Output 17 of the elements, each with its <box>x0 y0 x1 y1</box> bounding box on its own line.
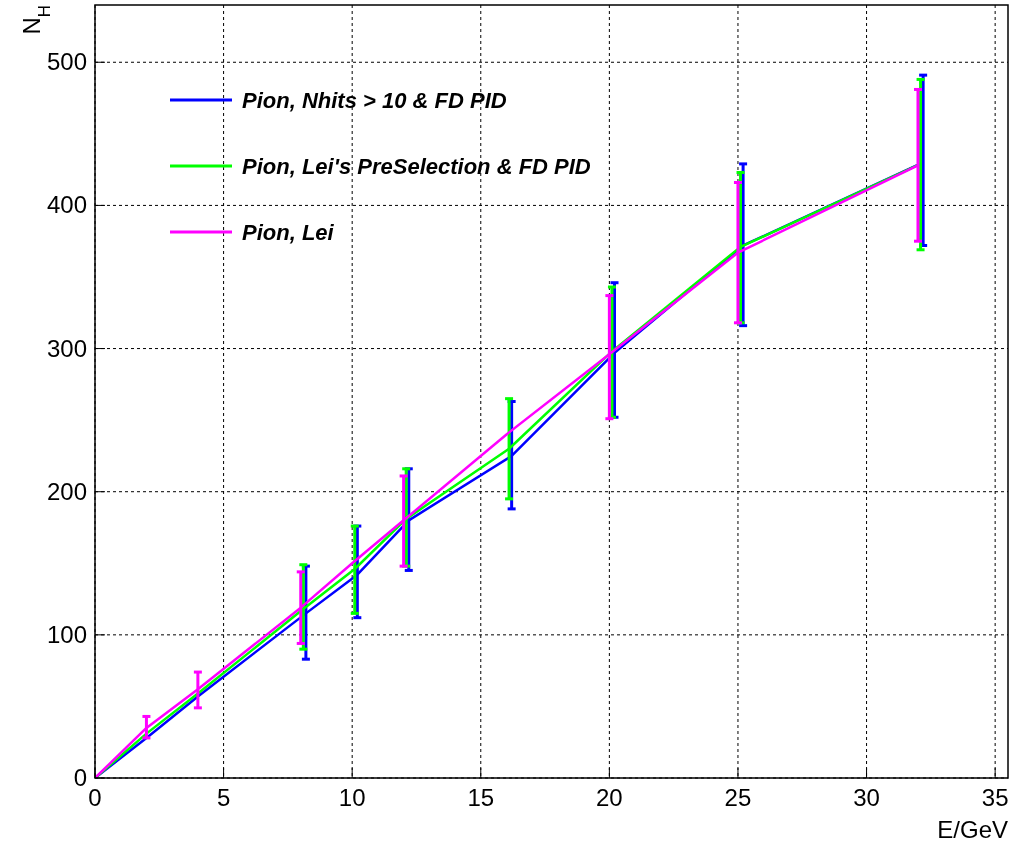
x-axis-title: E/GeV <box>937 816 1008 843</box>
y-tick-label: 500 <box>46 48 87 76</box>
x-tick-label: 10 <box>338 784 366 811</box>
x-tick-label: 30 <box>853 784 880 811</box>
y-tick-label: 400 <box>46 191 87 219</box>
x-tick-label: 25 <box>724 784 752 811</box>
x-tick-label: 35 <box>981 784 1009 811</box>
x-tick-label: 15 <box>467 784 495 811</box>
y-tick-label: 0 <box>73 764 87 791</box>
y-tick-label: 100 <box>46 620 87 648</box>
y-tick-label: 200 <box>46 477 87 505</box>
legend-label: Pion, Lei's PreSelection & FD PID <box>242 154 591 179</box>
x-tick-label: 5 <box>216 784 231 811</box>
y-tick-label: 300 <box>46 334 87 362</box>
legend-label: Pion, Nhits > 10 & FD PID <box>242 88 507 113</box>
x-tick-label: 20 <box>596 784 623 811</box>
legend-label: Pion, Lei <box>242 220 335 245</box>
